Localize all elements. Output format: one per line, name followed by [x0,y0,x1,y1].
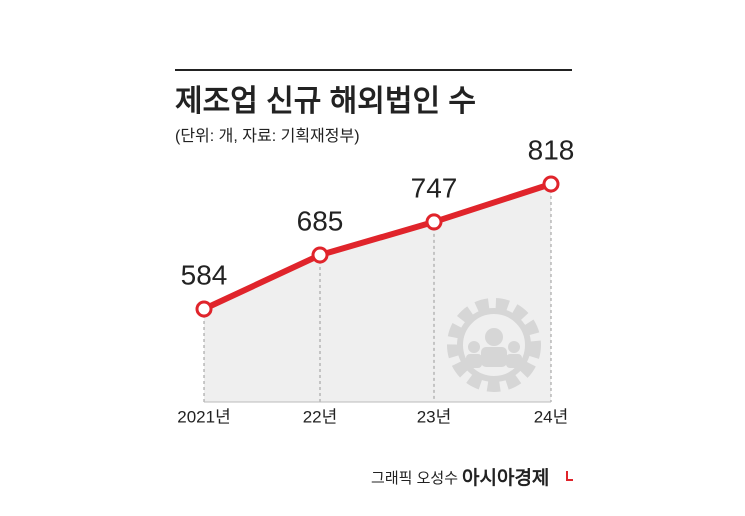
point [425,213,443,231]
value-label: 818 [528,134,575,165]
x-tick-label: 24년 [534,407,569,426]
brand: 아시아경제 [462,467,549,489]
x-tick-label: 23년 [417,407,452,426]
gear-icon [447,298,541,392]
chart-subtitle: (단위: 개, 자료: 기획재정부) [175,127,360,145]
credit: 그래픽 오성수 [371,470,458,487]
brand-mark [566,471,573,481]
point [195,300,213,318]
point [311,246,329,264]
plot: 584 2021년 685 22년 747 23년 818 24년 [177,134,574,426]
value-label: 685 [297,205,344,236]
x-tick-label: 22년 [303,407,338,426]
chart-title: 제조업 신규 해외법인 수 [175,85,476,118]
x-tick-label: 2021년 [177,407,230,426]
point [542,175,560,193]
area [204,184,551,402]
line [202,181,552,312]
value-label: 747 [411,172,458,203]
value-label: 584 [181,259,228,290]
